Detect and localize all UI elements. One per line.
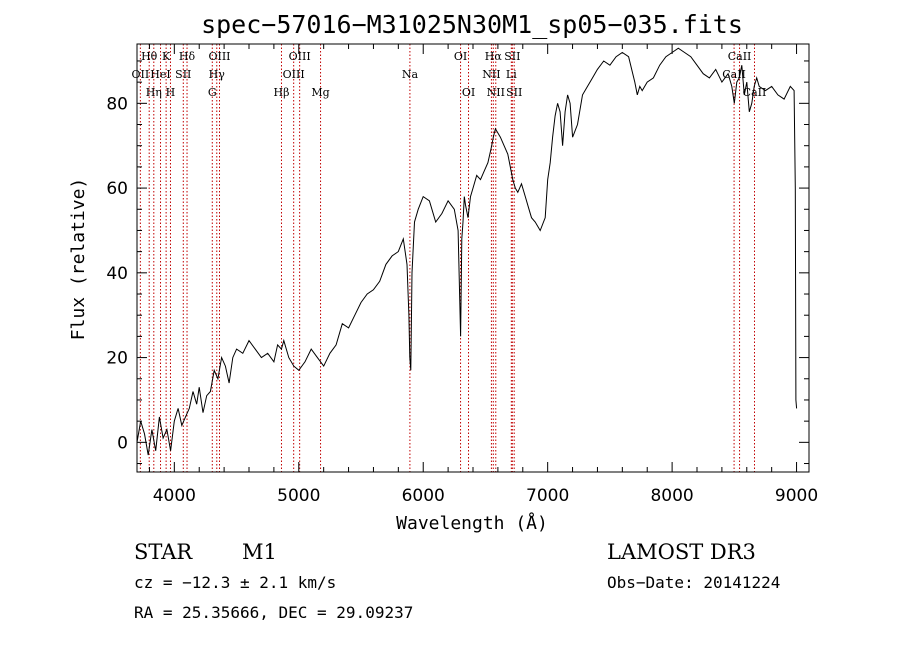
line-label-21: Li [506, 68, 517, 81]
line-label-17: OI [462, 86, 475, 99]
line-label-6: SII [175, 68, 191, 81]
x-tick-label: 5000 [277, 486, 320, 506]
x-tick-label: 4000 [153, 486, 196, 506]
line-label-25: CaII [728, 50, 752, 63]
x-tick-label: 6000 [402, 486, 445, 506]
survey-name: LAMOST DR3 [607, 540, 756, 564]
line-label-16: OI [454, 50, 467, 63]
x-axis-label: Wavelength (Å) [396, 512, 548, 534]
x-tick-label: 9000 [775, 486, 818, 506]
line-label-1: Hθ [141, 50, 158, 63]
chart-title: spec−57016−M31025N30M1_sp05−035.fits [201, 10, 743, 39]
line-label-18: NII [482, 68, 500, 81]
line-label-12: OIII [283, 68, 305, 81]
line-label-19: Hα [485, 50, 503, 63]
line-label-13: OIII [289, 50, 311, 63]
line-label-9: Hγ [209, 68, 226, 81]
line-label-23: SII [506, 86, 522, 99]
observation-date: Obs−Date: 20141224 [607, 573, 781, 592]
y-tick-label: 0 [117, 433, 128, 453]
line-label-7: Hδ [179, 50, 196, 63]
series-layer [136, 47, 798, 456]
y-axis-label: Flux (relative) [68, 178, 89, 341]
y-tick-label: 80 [106, 94, 128, 114]
y-tick-label: 20 [106, 349, 128, 369]
y-axis-ticks: 0 20 40 60 80 [106, 60, 809, 465]
x-axis-ticks: 4000 5000 6000 7000 8000 9000 [148, 44, 818, 506]
redshift-velocity: cz = −12.3 ± 2.1 km/s [134, 573, 337, 592]
spectral-line-markers [139, 44, 755, 472]
line-label-24: CaII [722, 68, 746, 81]
x-tick-label: 7000 [526, 486, 569, 506]
object-class: STAR [134, 540, 193, 564]
x-tick-label: 8000 [650, 486, 693, 506]
line-label-14: Mg [311, 86, 329, 99]
object-subclass: M1 [242, 540, 277, 564]
plot-frame [136, 43, 810, 473]
line-label-10: OIII [208, 50, 230, 63]
line-label-11: Hβ [274, 86, 290, 99]
line-label-3: HeI [150, 68, 170, 81]
line-label-22: SII [504, 50, 520, 63]
line-label-0: OII [132, 68, 150, 81]
line-label-15: Na [402, 68, 419, 81]
coordinates: RA = 25.35666, DEC = 29.09237 [134, 603, 414, 622]
spectrum-line [136, 47, 798, 456]
line-label-20: NII [487, 86, 505, 99]
line-label-4: K [162, 50, 171, 63]
y-tick-label: 60 [106, 179, 128, 199]
spectral-line-labels: OII Hθ Hη HeI K H SII Hδ G Hγ OIII Hβ OIII OIII Mg Na OI… [132, 50, 767, 99]
line-label-26: CaII [743, 86, 767, 99]
y-tick-label: 40 [106, 264, 128, 284]
line-label-5: H [166, 86, 176, 99]
line-label-8: G [208, 86, 217, 99]
line-label-2: Hη [146, 86, 162, 99]
